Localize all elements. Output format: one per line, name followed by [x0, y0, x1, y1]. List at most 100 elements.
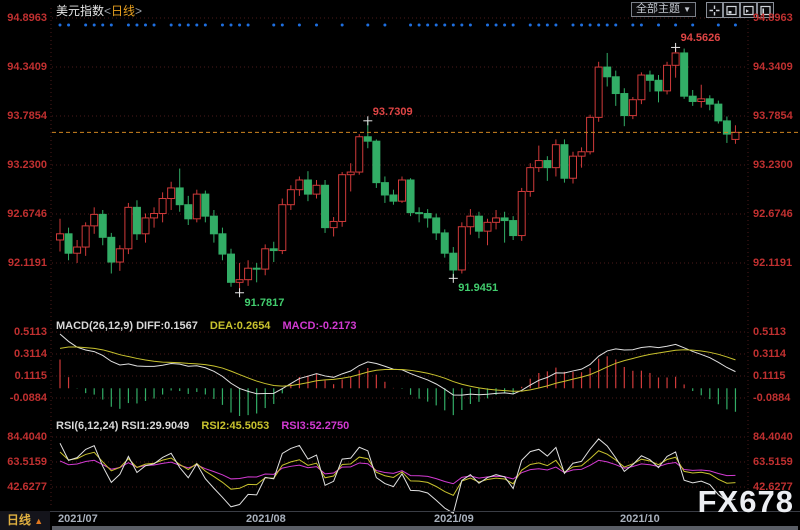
- candle-down: [201, 193, 210, 217]
- pane-play-icon: [743, 5, 754, 15]
- candle-down: [218, 233, 227, 255]
- candle-down: [500, 217, 509, 222]
- rsi1-value: RSI(6,12,24) RSI1:29.9049: [56, 420, 190, 432]
- rsi-axis-label-right: 84.4040: [753, 431, 793, 443]
- candle-up: [329, 220, 338, 229]
- period-bracket-open: <: [104, 4, 112, 18]
- candle-up: [569, 155, 577, 179]
- macd-dea-line: [59, 346, 736, 392]
- candle-down: [209, 215, 218, 235]
- event-dots-layer: [58, 23, 737, 27]
- candle-up: [526, 167, 535, 192]
- crosshair-split-icon: [709, 5, 720, 15]
- candle-up: [312, 184, 321, 195]
- rsi-axis-label-right: 42.6277: [753, 481, 793, 493]
- candle-up: [167, 187, 176, 200]
- candle-down: [184, 204, 193, 220]
- candle-down: [227, 253, 235, 283]
- extreme-low-label: 91.9451: [458, 282, 499, 295]
- price-axis-label-right: 92.6746: [753, 208, 793, 220]
- candle-up: [346, 171, 355, 176]
- price-axis-label-right: 93.2300: [753, 159, 793, 171]
- rsi1-line: [59, 438, 736, 515]
- rsi-axis-label-right: 63.5159: [753, 456, 793, 468]
- caret-down-icon: ▼: [683, 5, 691, 14]
- period-tab-label: 日线: [6, 513, 31, 527]
- candle-up: [577, 151, 586, 157]
- gridlines-layer: [50, 8, 749, 508]
- price-axis-label-right: 92.1191: [753, 257, 793, 269]
- candle-down: [389, 194, 398, 202]
- candle-down: [705, 98, 714, 105]
- candle-down: [654, 79, 663, 92]
- extreme-high-label: 93.7309: [372, 105, 413, 118]
- candle-up: [56, 233, 64, 241]
- candle-up: [261, 248, 270, 270]
- candle-down: [620, 93, 629, 117]
- layout-pane-bar-button[interactable]: [757, 2, 774, 18]
- theme-dropdown[interactable]: 全部主题 ▼: [631, 2, 696, 17]
- rsi2-line: [59, 450, 736, 496]
- rsi-layer: [59, 438, 736, 515]
- price-axis-label-right: 93.7854: [753, 110, 793, 122]
- candle-up: [278, 204, 287, 252]
- candle-up: [141, 217, 150, 235]
- candle-up: [244, 267, 253, 281]
- macd-layer: [59, 333, 737, 417]
- candle-down: [714, 103, 723, 122]
- macd-axis-label-left: 0.1115: [14, 370, 47, 382]
- candle-down: [372, 140, 381, 184]
- period-tab[interactable]: 日线 ▲: [0, 511, 50, 530]
- macd-axis-label-right: -0.0884: [753, 392, 791, 404]
- price-axis-label-left: 93.7854: [7, 110, 47, 122]
- candle-up: [586, 116, 595, 153]
- candle-up: [517, 190, 526, 237]
- candle-up: [492, 217, 501, 223]
- candle-down: [449, 252, 458, 271]
- candle-up: [628, 99, 637, 117]
- pane-bar-icon: [760, 5, 771, 15]
- date-axis-label: 2021/10: [620, 513, 660, 525]
- date-axis-label: 2021/08: [246, 513, 286, 525]
- candle-down: [321, 184, 330, 229]
- candle-down: [645, 74, 654, 81]
- extreme-high-label: 94.5626: [680, 32, 721, 45]
- date-axis-label: 2021/07: [58, 513, 98, 525]
- candle-down: [132, 206, 141, 235]
- macd-pane-header: MACD(26,12,9) DIFF:0.1567 DEA:0.2654 MAC…: [56, 320, 356, 332]
- candle-up: [192, 193, 201, 220]
- candle-up: [338, 174, 347, 222]
- candle-up: [398, 179, 406, 202]
- watermark: FX678: [697, 484, 794, 519]
- candle-down: [303, 179, 312, 195]
- candles-layer: [56, 47, 740, 293]
- candle-down: [560, 144, 569, 179]
- candle-down: [543, 160, 552, 169]
- price-axis-label-left: 92.6746: [7, 208, 47, 220]
- rsi3-value: RSI3:52.2750: [281, 420, 350, 432]
- candle-up: [457, 226, 466, 271]
- macd-diff-value: MACD(26,12,9) DIFF:0.1567: [56, 320, 198, 332]
- candle-up: [81, 225, 90, 248]
- candle-up: [73, 246, 82, 254]
- horizontal-scrollbar[interactable]: [52, 526, 798, 530]
- candle-up: [663, 64, 672, 92]
- candle-up: [286, 189, 295, 206]
- layout-pane-right-button[interactable]: [740, 2, 757, 18]
- layout-pane-button[interactable]: [723, 2, 740, 18]
- price-axis-label-left: 94.3409: [7, 61, 47, 73]
- rsi-pane-header: RSI(6,12,24) RSI1:29.9049 RSI2:45.5053 R…: [56, 420, 349, 432]
- theme-dropdown-label: 全部主题: [636, 3, 680, 15]
- price-axis-label-left: 94.8963: [7, 12, 47, 24]
- price-axis-label-right: 94.3409: [753, 61, 793, 73]
- candle-up: [483, 221, 492, 232]
- candle-up: [697, 98, 706, 102]
- macd-bar-value: MACD:-0.2173: [282, 320, 357, 332]
- rsi2-value: RSI2:45.5053: [201, 420, 270, 432]
- candle-down: [98, 213, 107, 238]
- period-label: 日线: [111, 4, 136, 18]
- layout-split-button[interactable]: [706, 2, 723, 18]
- price-axis-label-right: 94.8963: [753, 12, 793, 24]
- candle-down: [603, 66, 612, 78]
